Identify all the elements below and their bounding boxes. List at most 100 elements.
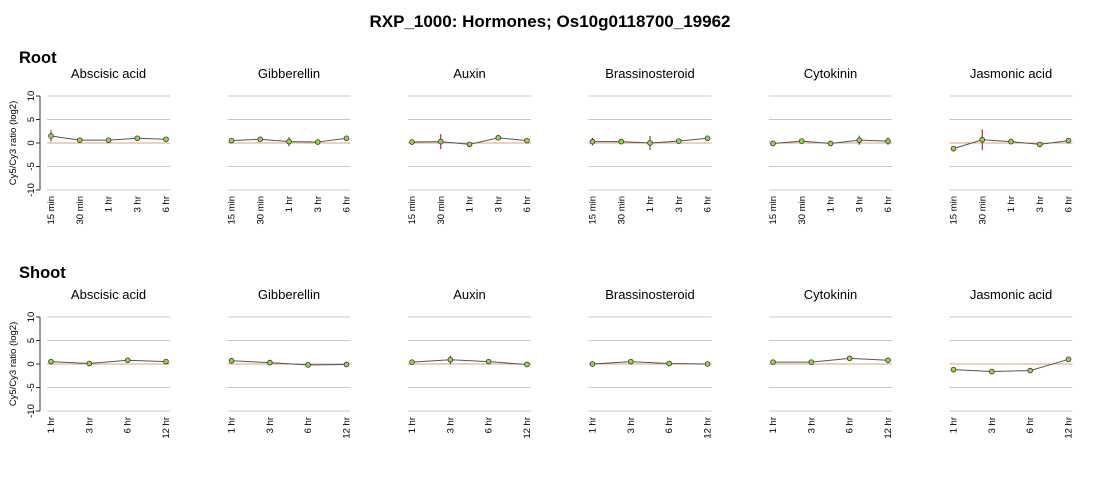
x-tick-label: 3 hr	[313, 196, 324, 212]
panel-title: Abscisic acid	[71, 287, 146, 302]
y-tick-label: 0	[26, 140, 37, 145]
data-point	[163, 136, 169, 143]
x-tick-label: 6 hr	[303, 417, 314, 433]
panel-title: Gibberellin	[258, 287, 320, 302]
x-tick-label: 1 hr	[1006, 196, 1017, 212]
y-tick-label: 0	[26, 361, 37, 366]
x-tick-label: 15 min	[407, 196, 418, 225]
data-point	[124, 357, 131, 364]
plot-area: Root Cy5/Cy3 ratio (log2) 10 5 0 -5 -10 Abscisi…	[8, 49, 1075, 439]
data-point	[666, 360, 672, 367]
x-tick-label: 3 hr	[84, 417, 95, 433]
x-tick-label: 3 hr	[674, 196, 685, 212]
x-tick-label: 1 hr	[104, 196, 115, 212]
x-tick-label: 6 hr	[522, 196, 533, 212]
data-point	[524, 361, 530, 368]
data-point	[704, 135, 711, 142]
data-point	[485, 358, 492, 365]
data-point	[827, 140, 834, 147]
y-tick-label: 5	[26, 117, 37, 122]
panel: Jasmonic acid 1 hr 3 hr 6 hr 12 hr	[949, 287, 1075, 439]
x-tick-label: 1 hr	[284, 196, 295, 212]
x-tick-label: 15 min	[768, 196, 779, 225]
data-point	[48, 358, 54, 365]
x-tick-label: 6 hr	[1025, 417, 1036, 433]
x-tick-label: 30 min	[977, 196, 988, 225]
y-tick-label: 5	[26, 338, 37, 343]
x-tick-label: 30 min	[436, 196, 447, 225]
x-tick-label: 1 hr	[465, 196, 476, 212]
y-tick-label: 10	[26, 91, 37, 102]
x-tick-label: 3 hr	[265, 417, 276, 433]
x-tick-label: 1 hr	[407, 417, 418, 433]
x-tick-label: 15 min	[227, 196, 238, 225]
panel-title: Jasmonic acid	[970, 66, 1052, 81]
x-tick-label: 12 hr	[883, 417, 894, 439]
x-tick-label: 1 hr	[227, 417, 238, 433]
series-line	[592, 361, 708, 365]
data-point	[524, 137, 530, 144]
data-point	[228, 137, 235, 144]
data-point	[770, 140, 776, 147]
x-tick-label: 3 hr	[987, 417, 998, 433]
data-point	[1065, 137, 1072, 144]
data-point	[228, 357, 235, 364]
panel: Jasmonic acid 15 min 30 min 1 hr 3 hr 6 hr	[949, 66, 1075, 225]
panel: Brassinosteroid 1 hr 3 hr 6 hr 12 hr	[588, 287, 714, 439]
x-tick-label: 6 hr	[123, 417, 134, 433]
x-tick-label: 6 hr	[664, 417, 675, 433]
data-point	[856, 137, 863, 143]
data-point	[989, 368, 995, 375]
y-axis-label: Cy5/Cy3 ratio (log2)	[8, 322, 19, 406]
data-point	[76, 137, 83, 143]
data-point	[86, 360, 93, 367]
panel-title: Abscisic acid	[71, 66, 146, 81]
series-line	[50, 359, 167, 365]
x-tick-label: 3 hr	[1035, 196, 1046, 212]
data-point	[885, 357, 891, 364]
data-point	[846, 355, 853, 362]
data-point	[618, 138, 625, 145]
x-tick-label: 12 hr	[703, 417, 714, 439]
y-axis-label: Cy5/Cy3 ratio (log2)	[8, 101, 19, 185]
figure-title: RXP_1000: Hormones; Os10g0118700_19962	[369, 12, 730, 31]
x-tick-label: 1 hr	[949, 417, 960, 433]
data-point	[808, 359, 815, 365]
panel-title: Cytokinin	[804, 287, 857, 302]
x-tick-label: 1 hr	[588, 417, 599, 433]
panel-title: Jasmonic acid	[970, 287, 1052, 302]
data-point	[589, 138, 596, 145]
panel-title: Brassinosteroid	[605, 287, 695, 302]
x-tick-label: 3 hr	[445, 417, 456, 433]
panel: Gibberellin 15 min 30 min 1 hr 3 hr 6 hr	[227, 66, 353, 225]
x-tick-label: 6 hr	[484, 417, 495, 433]
data-point	[447, 356, 454, 363]
data-point	[343, 135, 350, 142]
panel: Abscisic acid 15 min 30 min 1 hr 3 hr 6 hr	[46, 66, 172, 225]
data-point	[409, 139, 415, 145]
x-tick-label: 6 hr	[161, 196, 172, 212]
y-tick-label: 10	[26, 312, 37, 323]
data-point	[105, 137, 112, 143]
panel-title: Cytokinin	[804, 66, 857, 81]
y-tick-label: -5	[26, 383, 37, 391]
data-point	[628, 358, 634, 365]
data-point	[979, 136, 986, 143]
data-point	[314, 139, 321, 145]
data-point	[1065, 356, 1072, 363]
data-point	[647, 140, 653, 146]
data-point	[1036, 141, 1043, 148]
x-tick-label: 1 hr	[46, 417, 57, 433]
panel: Abscisic acid 1 hr 3 hr 6 hr 12 hr	[46, 287, 172, 439]
data-point	[267, 359, 273, 366]
data-point	[257, 136, 264, 143]
data-point	[950, 366, 957, 373]
panel: Brassinosteroid 15 min 30 min 1 hr 3 hr 6 hr	[588, 66, 714, 225]
x-tick-label: 30 min	[616, 196, 627, 225]
data-point	[286, 138, 292, 145]
data-point	[48, 133, 54, 139]
x-tick-label: 3 hr	[493, 196, 504, 212]
x-tick-label: 3 hr	[132, 196, 143, 212]
panel-title: Auxin	[453, 66, 486, 81]
panel-title: Brassinosteroid	[605, 66, 695, 81]
